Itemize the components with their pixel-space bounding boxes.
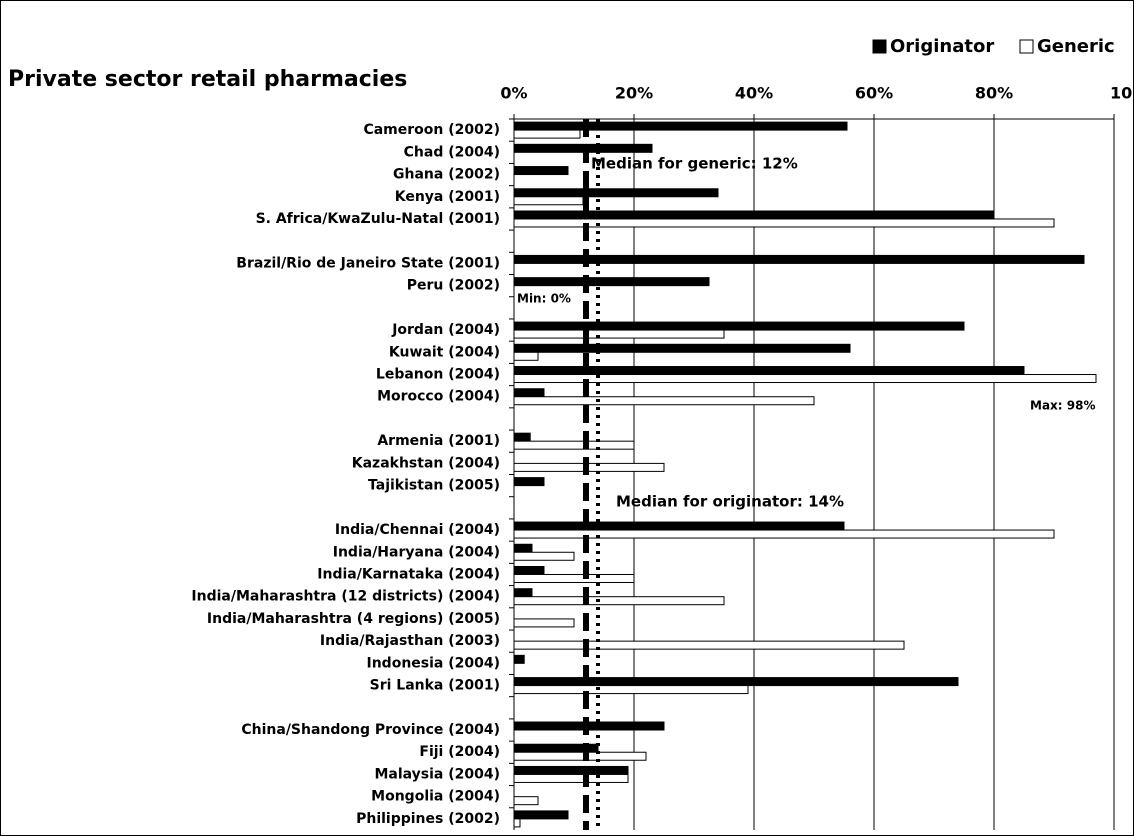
- bar: [513, 321, 965, 331]
- y-tick-label: Philippines (2002): [356, 811, 500, 827]
- bar: [513, 121, 848, 131]
- chart-title: Private sector retail pharmacies: [8, 67, 407, 92]
- bar: [513, 277, 710, 287]
- x-tick-label: 20%: [615, 84, 653, 103]
- bar: [513, 765, 629, 775]
- bar: [513, 551, 575, 561]
- y-tick-label: Indonesia (2004): [367, 655, 501, 671]
- y-tick-label: Mongolia (2004): [371, 789, 500, 805]
- y-tick-label: India/Rajasthan (2003): [320, 633, 500, 649]
- y-tick-label: Kenya (2001): [395, 189, 500, 205]
- legend-swatch: [872, 39, 887, 54]
- bar: [513, 529, 1055, 539]
- median-label: Median for originator: 14%: [616, 493, 844, 511]
- bar: [513, 351, 539, 361]
- bar: [513, 573, 635, 583]
- bar: [513, 773, 629, 783]
- bar: [513, 374, 1097, 384]
- legend-label: Originator: [890, 36, 994, 57]
- bar: [513, 440, 635, 450]
- y-tick-label: Cameroon (2002): [363, 122, 500, 138]
- x-tick-label: 0%: [500, 84, 527, 103]
- y-tick-label: Lebanon (2004): [376, 367, 500, 383]
- y-tick-label: India/Maharashtra (12 districts) (2004): [191, 589, 500, 605]
- bar: [513, 596, 725, 606]
- y-tick-label: China/Shandong Province (2004): [241, 722, 500, 738]
- y-tick-label: Kazakhstan (2004): [352, 455, 500, 471]
- bar: [513, 654, 525, 664]
- y-tick-label: India/Haryana (2004): [333, 544, 500, 560]
- bar: [513, 396, 815, 406]
- legend-swatch: [1019, 39, 1034, 54]
- bar: [513, 796, 539, 806]
- bar: [513, 818, 521, 828]
- bar: [513, 810, 569, 820]
- bar: [513, 543, 533, 553]
- bar: [513, 188, 719, 198]
- bar: [513, 751, 647, 761]
- bar: [513, 218, 1055, 228]
- y-tick-label: Chad (2004): [404, 144, 500, 160]
- bar: [513, 254, 1085, 264]
- bar: [513, 329, 725, 339]
- bar: [513, 388, 545, 398]
- annotation: Max: 98%: [1030, 399, 1095, 413]
- y-tick-label: India/Karnataka (2004): [317, 566, 500, 582]
- x-tick-label: 80%: [975, 84, 1013, 103]
- bar: [513, 196, 584, 206]
- y-tick-label: Peru (2002): [407, 278, 500, 294]
- bar: [513, 685, 749, 695]
- legend-label: Generic: [1037, 36, 1115, 57]
- bar: [513, 129, 581, 139]
- x-tick-label: 40%: [735, 84, 773, 103]
- y-tick-label: Jordan (2004): [391, 322, 500, 338]
- bar: [513, 565, 545, 575]
- y-tick-label: Fiji (2004): [419, 744, 500, 760]
- bar: [513, 677, 959, 687]
- y-tick-label: India/Maharashtra (4 regions) (2005): [207, 611, 500, 627]
- y-tick-label: Morocco (2004): [377, 389, 500, 405]
- y-tick-label: Ghana (2002): [393, 167, 500, 183]
- y-tick-label: Armenia (2001): [377, 433, 500, 449]
- bar: [513, 521, 845, 531]
- y-tick-label: Malaysia (2004): [374, 766, 500, 782]
- median-label: Median for generic: 12%: [591, 155, 798, 173]
- bar: [513, 618, 575, 628]
- bar: [513, 588, 533, 598]
- y-tick-label: Sri Lanka (2001): [370, 678, 500, 694]
- bar: [513, 477, 545, 487]
- x-tick-label: 100%: [1110, 84, 1134, 103]
- y-tick-label: India/Chennai (2004): [335, 522, 500, 538]
- bar: [513, 166, 569, 176]
- annotation: Min: 0%: [517, 292, 571, 306]
- bar: [513, 343, 851, 353]
- x-tick-label: 60%: [855, 84, 893, 103]
- bar: [513, 432, 531, 442]
- y-tick-label: S. Africa/KwaZulu-Natal (2001): [256, 211, 500, 227]
- bar: [513, 640, 905, 650]
- bar: [513, 366, 1025, 376]
- y-tick-label: Tajikistan (2005): [368, 478, 500, 494]
- y-tick-label: Kuwait (2004): [389, 344, 500, 360]
- y-tick-label: Brazil/Rio de Janeiro State (2001): [236, 255, 500, 271]
